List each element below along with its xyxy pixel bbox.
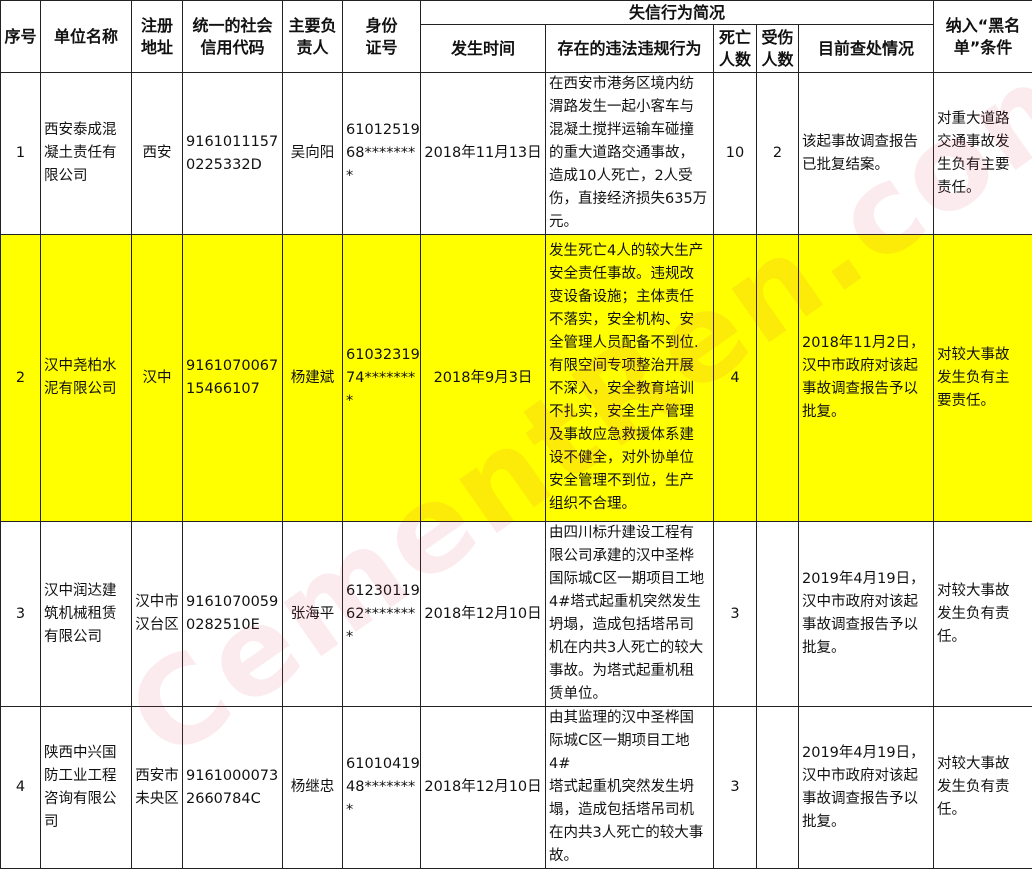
header-id: 身份 证号 xyxy=(343,1,421,73)
cell-name: 汉中尧柏水 泥有限公司 xyxy=(41,235,132,522)
cell-person: 张海平 xyxy=(283,522,343,707)
cell-no: 2 xyxy=(1,235,41,522)
cell-deaths: 3 xyxy=(714,522,757,707)
cell-injuries xyxy=(757,707,799,869)
cell-no: 3 xyxy=(1,522,41,707)
header-status: 目前查处情况 xyxy=(799,25,934,73)
header-no: 序号 xyxy=(1,1,41,73)
cell-addr: 汉中市 汉台区 xyxy=(132,522,183,707)
cell-no: 1 xyxy=(1,73,41,235)
cell-condition: 对较大事故 发生负有责 任。 xyxy=(934,522,1032,707)
header-deaths: 死亡 人数 xyxy=(714,25,757,73)
cell-violation: 发生死亡4人的较大生产 安全责任事故。违规改 变设备设施；主体责任 不落实，安全… xyxy=(546,235,714,522)
cell-date: 2018年11月13日 xyxy=(421,73,546,235)
header-code: 统一的社会 信用代码 xyxy=(183,1,283,73)
header-condition: 纳入“黑名 单”条件 xyxy=(934,1,1032,73)
cell-status: 该起事故调查报告 已批复结案。 xyxy=(799,73,934,235)
cell-name: 西安泰成混 凝土责任有 限公司 xyxy=(41,73,132,235)
cell-condition: 对较大事故 发生负有责 任。 xyxy=(934,707,1032,869)
cell-date: 2018年12月10日 xyxy=(421,522,546,707)
header-person: 主要负 责人 xyxy=(283,1,343,73)
cell-addr: 汉中 xyxy=(132,235,183,522)
cell-status: 2019年4月19日， 汉中市政府对该起 事故调查报告予以 批复。 xyxy=(799,707,934,869)
cell-addr: 西安市 未央区 xyxy=(132,707,183,869)
cell-code: 9161070067 15466107 xyxy=(183,235,283,522)
cell-code: 9161011157 0225332D xyxy=(183,73,283,235)
cell-status: 2018年11月2日， 汉中市政府对该起 事故调查报告予以 批复。 xyxy=(799,235,934,522)
cell-violation: 由四川标升建设工程有 限公司承建的汉中圣桦 国际城C区一期项目工地 4#塔式起重… xyxy=(546,522,714,707)
cell-deaths: 10 xyxy=(714,73,757,235)
cell-deaths: 3 xyxy=(714,707,757,869)
header-date: 发生时间 xyxy=(421,25,546,73)
cell-name: 陕西中兴国 防工业工程 咨询有限公 司 xyxy=(41,707,132,869)
cell-injuries: 2 xyxy=(757,73,799,235)
cell-condition: 对较大事故 发生负有主 要责任。 xyxy=(934,235,1032,522)
cell-no: 4 xyxy=(1,707,41,869)
cell-injuries xyxy=(757,522,799,707)
cell-injuries xyxy=(757,235,799,522)
cell-person: 杨继忠 xyxy=(283,707,343,869)
cell-id: 61010419 48******* * xyxy=(343,707,421,869)
cell-code: 9161000073 2660784C xyxy=(183,707,283,869)
cell-deaths: 4 xyxy=(714,235,757,522)
header-injuries: 受伤 人数 xyxy=(757,25,799,73)
header-addr: 注册 地址 xyxy=(132,1,183,73)
cell-violation: 由其监理的汉中圣桦国 际城C区一期项目工地4# 塔式起重机突然发生坍 塌，造成包… xyxy=(546,707,714,869)
cell-code: 9161070059 0282510E xyxy=(183,522,283,707)
header-name: 单位名称 xyxy=(41,1,132,73)
header-violation: 存在的违法违规行为 xyxy=(546,25,714,73)
cell-condition: 对重大道路 交通事故发 生负有主要 责任。 xyxy=(934,73,1032,235)
header-group: 失信行为简况 xyxy=(421,1,934,25)
cell-person: 吴向阳 xyxy=(283,73,343,235)
cell-id: 61032319 74******* * xyxy=(343,235,421,522)
cell-id: 61012519 68******* * xyxy=(343,73,421,235)
cell-status: 2019年4月19日， 汉中市政府对该起 事故调查报告予以 批复。 xyxy=(799,522,934,707)
cell-id: 61230119 62******* * xyxy=(343,522,421,707)
cell-date: 2018年12月10日 xyxy=(421,707,546,869)
cell-addr: 西安 xyxy=(132,73,183,235)
cell-violation: 在西安市港务区境内纺 渭路发生一起小客车与 混凝土搅拌运输车碰撞 的重大道路交通… xyxy=(546,73,714,235)
cell-name: 汉中润达建 筑机械租赁 有限公司 xyxy=(41,522,132,707)
cell-person: 杨建斌 xyxy=(283,235,343,522)
cell-date: 2018年9月3日 xyxy=(421,235,546,522)
